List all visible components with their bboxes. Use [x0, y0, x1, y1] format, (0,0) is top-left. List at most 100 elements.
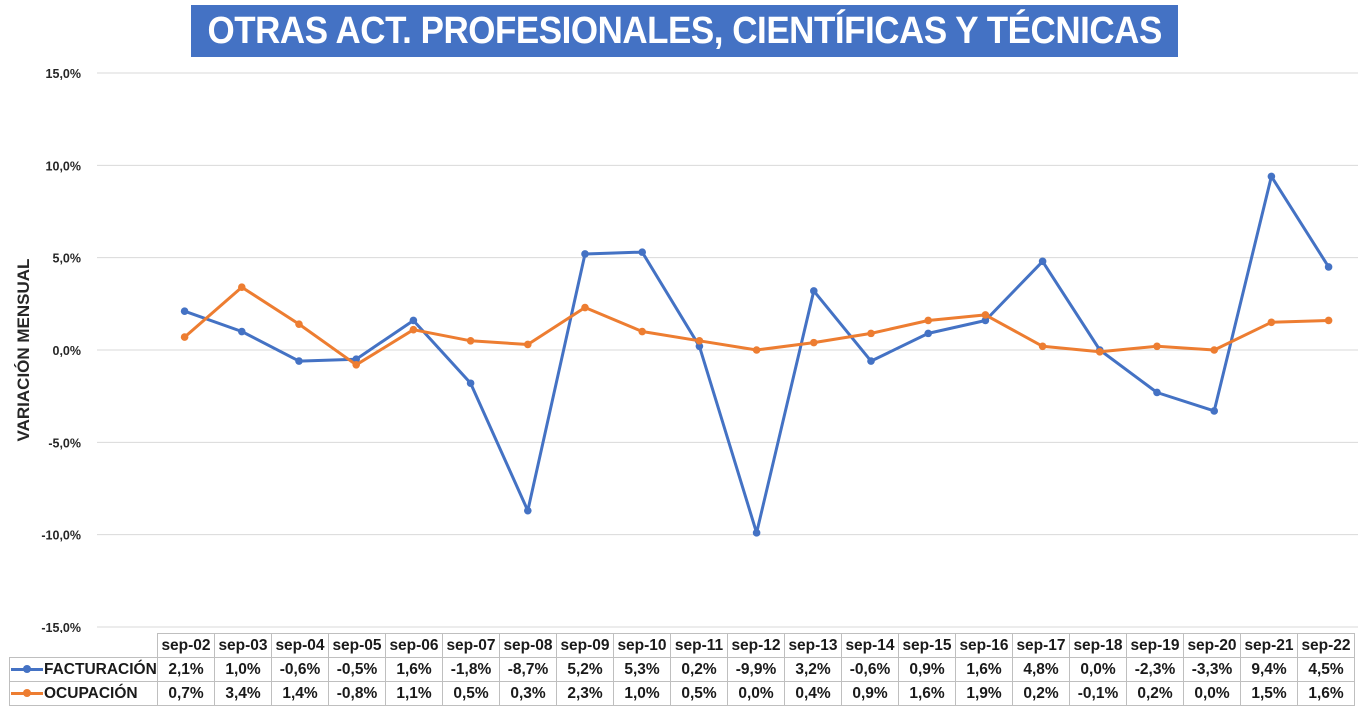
data-label: 9,4%: [1240, 657, 1298, 682]
data-label: 1,6%: [1297, 681, 1355, 706]
data-label: 0,5%: [670, 681, 728, 706]
x-category-label: sep-04: [271, 633, 329, 658]
chart-title-banner: OTRAS ACT. PROFESIONALES, CIENTÍFICAS Y …: [191, 5, 1178, 57]
x-category-label: sep-13: [784, 633, 842, 658]
data-point: [409, 316, 418, 325]
data-label: 0,5%: [442, 681, 500, 706]
legend-key: [11, 687, 43, 699]
y-tick-label: 15,0%: [46, 67, 81, 81]
legend-label: OCUPACIÓN: [44, 684, 138, 702]
data-label: 0,0%: [1069, 657, 1127, 682]
data-point: [1267, 318, 1276, 327]
data-point: [466, 379, 475, 388]
data-label: -8,7%: [499, 657, 557, 682]
data-point: [1267, 172, 1276, 181]
data-point: [924, 329, 932, 338]
data-point: [180, 307, 189, 316]
series-line-1: [183, 174, 1331, 535]
x-category-label: sep-16: [955, 633, 1013, 658]
data-label: 1,6%: [898, 681, 956, 706]
legend-entry: FACTURACIÓN: [9, 657, 158, 682]
data-label: 1,0%: [613, 681, 671, 706]
data-label: 4,5%: [1297, 657, 1355, 682]
data-point: [1210, 346, 1218, 354]
x-category-label: sep-11: [670, 633, 728, 658]
data-point: [524, 340, 532, 349]
table-corner: [10, 634, 158, 658]
data-point: [409, 325, 418, 334]
data-point: [1038, 257, 1047, 266]
data-label: 1,6%: [955, 657, 1013, 682]
data-label: -9,9%: [727, 657, 785, 682]
data-label: 1,6%: [385, 657, 443, 682]
data-point: [295, 320, 303, 328]
data-label: 0,2%: [670, 657, 728, 682]
line-chart: 15,0% 10,0% 5,0% 0,0% -5,0% -10,0% -15,0%: [41, 67, 1358, 633]
x-category-label: sep-06: [385, 633, 443, 658]
x-category-label: sep-15: [898, 633, 956, 658]
data-label: -0,8%: [328, 681, 386, 706]
data-point: [810, 338, 818, 347]
series-row: FACTURACIÓN 2,1% 1,0% -0,6% -0,5% 1,6% -1,8% -8…: [9, 657, 1355, 682]
y-tick-label: -10,0%: [41, 529, 81, 543]
x-category-label: sep-10: [613, 633, 671, 658]
data-point: [695, 342, 704, 351]
data-point: [1153, 388, 1161, 397]
x-category-label: sep-03: [214, 633, 272, 658]
data-point: [1324, 263, 1333, 271]
data-point: [295, 357, 303, 365]
data-point: [867, 357, 875, 365]
data-point: [352, 355, 361, 364]
data-point: [238, 283, 246, 292]
data-label: 5,3%: [613, 657, 671, 682]
data-label: 1,4%: [271, 681, 329, 706]
x-category-label: sep-07: [442, 633, 500, 658]
x-category-label: sep-05: [328, 633, 386, 658]
data-point: [752, 529, 761, 537]
data-point: [352, 360, 361, 369]
x-category-label: sep-20: [1183, 633, 1241, 658]
y-tick-label: -5,0%: [48, 436, 81, 450]
data-label: -0,1%: [1069, 681, 1127, 706]
legend-entry: OCUPACIÓN: [9, 681, 158, 706]
data-label: 0,2%: [1126, 681, 1184, 706]
data-label: 3,2%: [784, 657, 842, 682]
x-category-label: sep-02: [157, 633, 215, 658]
data-point: [238, 327, 246, 336]
x-category-label: sep-08: [499, 633, 557, 658]
data-label: 2,1%: [157, 657, 215, 682]
y-tick-label: 5,0%: [53, 252, 82, 266]
data-label: 1,5%: [1240, 681, 1298, 706]
legend-key: [11, 663, 43, 675]
data-label: 1,0%: [214, 657, 272, 682]
data-point: [466, 336, 475, 345]
data-point: [581, 303, 589, 312]
data-label: -0,6%: [841, 657, 899, 682]
data-label: 0,0%: [727, 681, 785, 706]
data-point: [867, 329, 875, 338]
data-label: -0,6%: [271, 657, 329, 682]
data-point: [1096, 348, 1104, 356]
legend-label: FACTURACIÓN: [44, 660, 157, 678]
data-label: -3,3%: [1183, 657, 1241, 682]
data-point: [1210, 407, 1218, 415]
x-category-label: sep-14: [841, 633, 899, 658]
x-category-label: sep-17: [1012, 633, 1070, 658]
data-point: [524, 506, 532, 515]
series-row: OCUPACIÓN 0,7% 3,4% 1,4% -0,8% 1,1% 0,5% 0,3% 2,…: [9, 681, 1355, 706]
data-point: [581, 250, 589, 258]
data-label: 0,0%: [1183, 681, 1241, 706]
category-header-row: sep-02 sep-03 sep-04 sep-05 sep-06 sep-07 sep-…: [10, 633, 1355, 658]
chart-title: OTRAS ACT. PROFESIONALES, CIENTÍFICAS Y …: [207, 9, 1162, 52]
data-point: [638, 327, 646, 336]
data-label: 0,4%: [784, 681, 842, 706]
data-table: sep-02 sep-03 sep-04 sep-05 sep-06 sep-07 sep-…: [9, 633, 1355, 706]
data-point: [1153, 342, 1161, 351]
data-point: [752, 346, 761, 354]
data-label: 0,3%: [499, 681, 557, 706]
y-tick-label: -15,0%: [41, 621, 81, 633]
data-point: [981, 311, 990, 319]
data-label: 0,7%: [157, 681, 215, 706]
data-point: [810, 287, 818, 295]
y-tick-label: 0,0%: [53, 344, 82, 358]
